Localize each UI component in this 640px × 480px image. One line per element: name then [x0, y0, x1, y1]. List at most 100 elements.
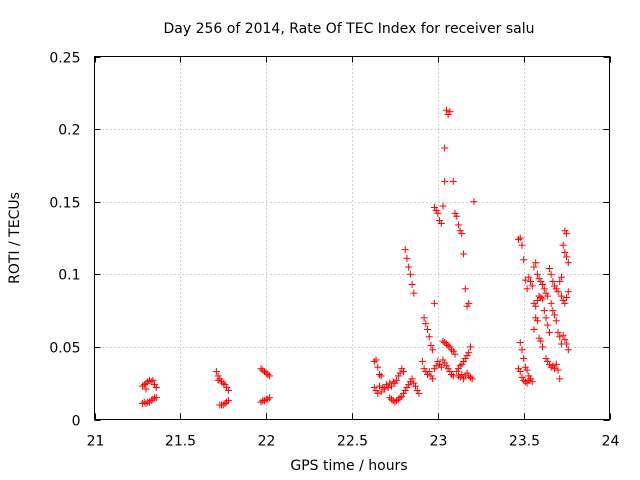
data-point [521, 378, 529, 386]
data-point [460, 375, 468, 383]
data-point [465, 349, 473, 357]
data-point [145, 398, 153, 406]
x-tick-label: 21.5 [165, 434, 196, 450]
data-point [427, 341, 435, 349]
data-point [552, 285, 560, 293]
axis-ticks [94, 56, 611, 421]
data-point [535, 334, 543, 342]
data-point [540, 285, 548, 293]
y-tick-label: 0.2 [58, 123, 80, 139]
data-point [382, 381, 390, 389]
data-point [430, 365, 438, 373]
data-point [461, 355, 469, 363]
data-point [398, 365, 406, 373]
data-point [260, 397, 268, 405]
data-point [551, 282, 559, 290]
data-point [264, 370, 272, 378]
x-tick-label: 23 [430, 434, 448, 450]
data-point [537, 278, 545, 286]
data-point [540, 307, 548, 315]
data-point [420, 314, 428, 322]
data-point [456, 227, 464, 235]
data-point [396, 394, 404, 402]
data-point [449, 347, 457, 355]
data-point [151, 381, 159, 389]
data-point [439, 202, 447, 210]
data-point [418, 357, 426, 365]
data-point [463, 369, 471, 377]
data-point [403, 254, 411, 262]
data-point [386, 394, 394, 402]
data-point [372, 356, 380, 364]
data-point [139, 382, 147, 390]
data-point [556, 278, 564, 286]
data-point [374, 389, 382, 397]
data-point [425, 368, 433, 376]
data-point [444, 365, 452, 373]
data-point [216, 375, 224, 383]
data-point [260, 368, 268, 376]
data-point [422, 320, 430, 328]
data-point [389, 378, 397, 386]
data-point [214, 376, 222, 384]
data-point [544, 292, 552, 300]
data-point [370, 384, 378, 392]
y-tick-label: 0 [72, 414, 81, 430]
data-point [448, 346, 456, 354]
data-point [549, 307, 557, 315]
data-point [521, 276, 529, 284]
data-point [461, 285, 469, 293]
data-point [523, 366, 531, 374]
data-point [561, 227, 569, 235]
data-point [563, 294, 571, 302]
data-point [393, 376, 401, 384]
data-point [406, 378, 414, 386]
data-point [554, 288, 562, 296]
data-point [374, 363, 382, 371]
data-point [444, 111, 452, 119]
data-point [559, 331, 567, 339]
data-point [432, 206, 440, 214]
data-point [458, 360, 466, 368]
data-point [420, 365, 428, 373]
data-point [542, 314, 550, 322]
data-point [266, 394, 274, 402]
data-point [561, 336, 569, 344]
data-point [221, 400, 229, 408]
data-point [523, 285, 531, 293]
data-point [468, 375, 476, 383]
data-point [528, 282, 536, 290]
data-point [454, 365, 462, 373]
data-point [218, 378, 226, 386]
data-point [257, 365, 265, 373]
data-point [152, 394, 160, 402]
data-point [521, 363, 529, 371]
data-point [532, 259, 540, 267]
data-point [535, 275, 543, 283]
data-point [147, 397, 155, 405]
data-point [375, 382, 383, 390]
data-point [535, 292, 543, 300]
y-tick-label: 0.05 [49, 341, 80, 357]
data-point [547, 363, 555, 371]
data-point [458, 230, 466, 238]
data-point [564, 259, 572, 267]
data-point [470, 198, 478, 206]
data-point [446, 368, 454, 376]
data-point [223, 384, 231, 392]
data-point [539, 295, 547, 303]
data-point [552, 317, 560, 325]
data-point [142, 385, 150, 393]
data-point [557, 292, 565, 300]
data-point [518, 241, 526, 249]
data-point [432, 362, 440, 370]
data-point [559, 296, 567, 304]
y-tick-label: 0.15 [49, 196, 80, 212]
data-point [453, 212, 461, 220]
data-point [387, 395, 395, 403]
data-point [545, 264, 553, 272]
data-point [539, 280, 547, 288]
data-point [454, 221, 462, 229]
data-point [557, 340, 565, 348]
